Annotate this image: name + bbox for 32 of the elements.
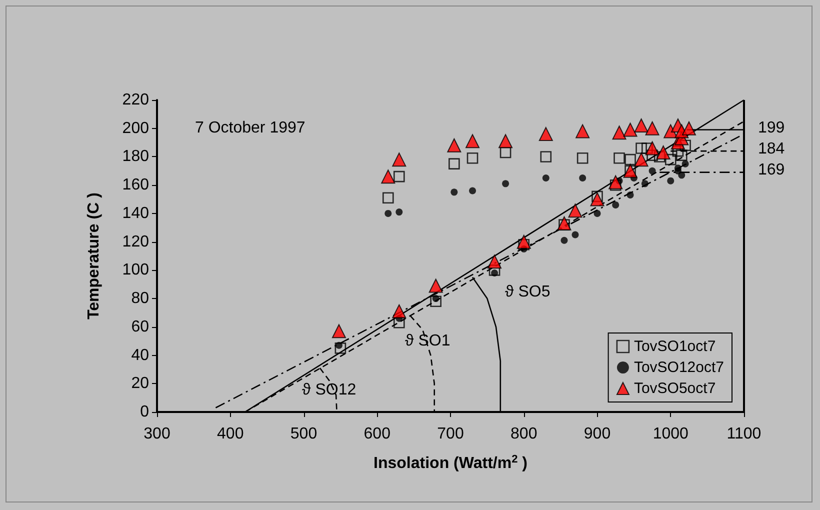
y-tick-label: 200 xyxy=(122,120,150,137)
annotation: ϑ SO5 xyxy=(505,284,550,300)
y-tick-label: 0 xyxy=(140,404,150,420)
legend-label: TovSO12oct7 xyxy=(634,359,724,376)
x-tick-label: 1100 xyxy=(726,426,762,442)
x-tick-label: 1000 xyxy=(652,426,689,442)
x-tick-label: 300 xyxy=(144,426,170,442)
y-tick-label: 120 xyxy=(122,233,150,250)
text: 199 xyxy=(758,120,785,136)
y-tick-label: 180 xyxy=(122,148,150,166)
y-tick-label: 80 xyxy=(131,290,150,308)
annotation: 7 October 1997 xyxy=(195,120,306,136)
y-tick-label: 140 xyxy=(122,204,150,222)
y-tick-label: 60 xyxy=(131,318,150,336)
x-tick-label: 700 xyxy=(437,426,464,442)
x-tick-label: 400 xyxy=(217,426,244,442)
x-tick-label: 800 xyxy=(510,426,538,442)
text: 184 xyxy=(758,140,785,158)
x-tick-label: 900 xyxy=(584,426,611,442)
annotation: ϑ SO12 xyxy=(302,382,356,398)
legend-label: TovSO1oct7 xyxy=(634,338,716,355)
annotation: ϑ SO1 xyxy=(405,332,450,350)
legend-label: TovSO5oct7 xyxy=(634,380,716,397)
y-axis-title: Temperature (C ) xyxy=(86,192,102,320)
x-tick-label: 600 xyxy=(364,426,391,442)
x-tick-label: 500 xyxy=(290,426,318,442)
y-tick-label: 220 xyxy=(122,92,150,108)
y-tick-label: 20 xyxy=(131,375,150,392)
y-tick-label: 40 xyxy=(131,346,150,364)
text: 169 xyxy=(758,162,785,178)
y-tick-label: 160 xyxy=(122,176,150,194)
y-tick-label: 100 xyxy=(122,262,150,279)
